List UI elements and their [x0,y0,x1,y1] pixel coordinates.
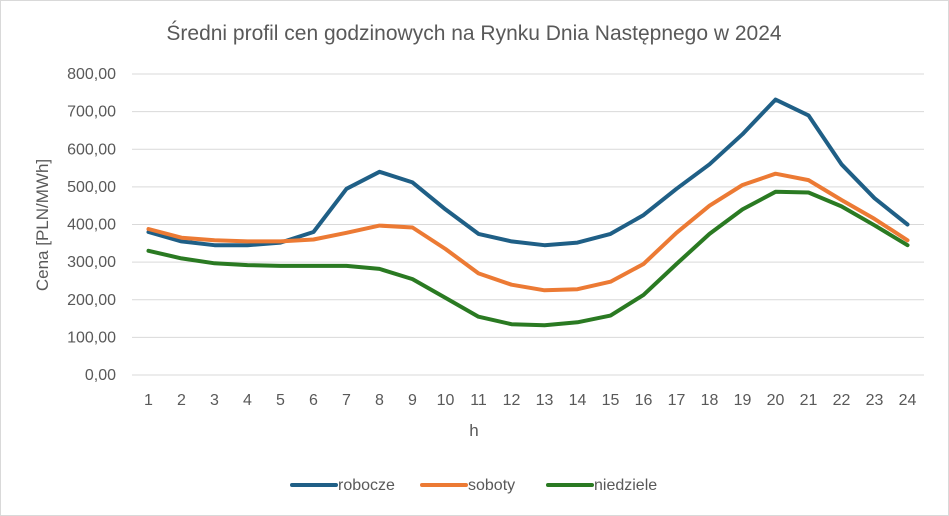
x-tick-label: 18 [701,392,719,409]
chart-title: Średni profil cen godzinowych na Rynku D… [166,21,782,45]
y-tick-label: 700,00 [67,104,116,121]
legend-label-niedziele: niedziele [594,477,657,494]
y-tick-label: 200,00 [67,292,116,309]
series-line-soboty [146,171,910,293]
x-tick-label: 16 [635,392,653,409]
x-tick-label: 13 [536,392,554,409]
x-tick-label: 12 [503,392,521,409]
x-tick-label: 7 [342,392,351,409]
x-tick-label: 4 [243,392,252,409]
x-tick-label: 15 [602,392,620,409]
legend-label-robocze: robocze [338,477,395,494]
x-tick-label: 9 [408,392,417,409]
y-axis-label: Cena [PLN/MWh] [33,159,52,291]
gridlines [132,73,924,376]
x-tick-label: 8 [375,392,384,409]
y-tick-label: 500,00 [67,179,116,196]
x-tick-label: 3 [210,392,219,409]
x-tick-label: 21 [800,392,818,409]
x-tick-label: 17 [668,392,686,409]
y-axis-ticks: 0,00 100,00 200,00 300,00 400,00 500,00 600,00… [67,66,116,384]
x-tick-label: 24 [899,392,917,409]
x-tick-label: 6 [309,392,318,409]
y-tick-label: 800,00 [67,66,116,83]
x-axis-label: h [469,421,478,440]
x-tick-label: 19 [734,392,752,409]
y-tick-label: 300,00 [67,254,116,271]
x-tick-label: 22 [833,392,851,409]
series-line-robocze [146,97,910,248]
legend: robocze soboty niedziele [290,477,657,494]
series-lines [146,97,910,328]
y-tick-label: 0,00 [85,367,116,384]
x-tick-label: 11 [470,392,487,409]
x-tick-label: 2 [177,392,186,409]
x-tick-label: 5 [276,392,285,409]
x-tick-label: 14 [569,392,587,409]
legend-label-soboty: soboty [468,477,515,494]
x-axis-ticks: 1 2 3 4 5 6 7 8 9 10 11 12 13 14 15 16 17 18 19 20 21 22 23 24 [144,392,916,409]
x-tick-label: 10 [437,392,455,409]
x-tick-label: 1 [144,392,153,409]
x-tick-label: 20 [767,392,785,409]
x-tick-label: 23 [866,392,884,409]
series-line-niedziele [146,189,910,328]
y-tick-label: 100,00 [67,329,116,346]
y-tick-label: 400,00 [67,217,116,234]
y-tick-label: 600,00 [67,141,116,158]
